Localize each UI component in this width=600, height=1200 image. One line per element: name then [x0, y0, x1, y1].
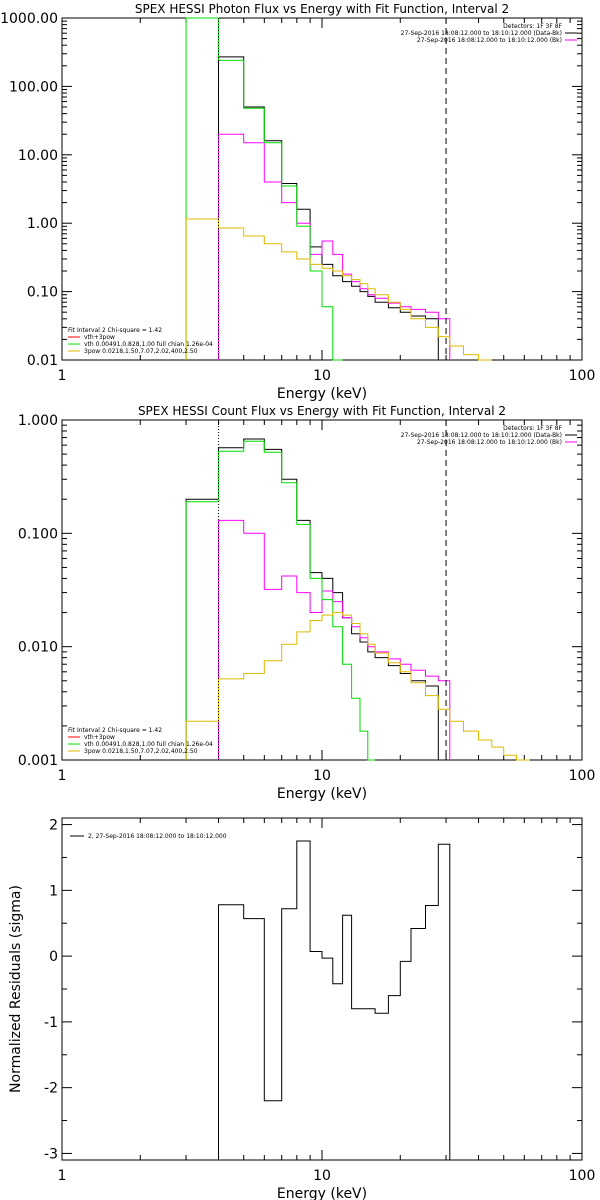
plot-frame [61, 817, 583, 1161]
y-tick-label: -3 [44, 1146, 58, 1162]
y-tick-label: 2 [49, 818, 58, 834]
chart-title: SPEX HESSI Count Flux vs Energy with Fit… [138, 404, 506, 418]
legend-entry: Detectors: 1F 3F 8F [503, 23, 562, 30]
y-tick-label: 1 [49, 883, 58, 899]
x-axis-label: Energy (keV) [277, 1186, 367, 1200]
y-tick-label: 1.000 [18, 413, 58, 429]
y-tick-label: 0.10 [27, 285, 58, 301]
legend-entry: vth 0.00491,0.828,1.00 full chian 1.26e-… [84, 341, 213, 348]
series-line [185, 438, 439, 760]
x-tick-label: 1 [58, 1168, 67, 1184]
x-tick-label: 100 [569, 368, 596, 384]
legend-entry: Fit Interval 2 Chi-square = 1.42 [68, 327, 162, 334]
x-axis-label: Energy (keV) [277, 786, 367, 802]
y-tick-label: -1 [44, 1015, 58, 1031]
y-tick-label: 0.01 [27, 353, 58, 369]
x-tick-label: 1 [58, 768, 67, 784]
x-tick-label: 10 [313, 768, 331, 784]
legend-entry: vth 0.00491,0.828,1.00 full chian 1.26e-… [84, 741, 213, 748]
legend-entry: 27-Sep-2016 18:08:12.000 to 18:10:12.000… [401, 30, 562, 37]
series-line [185, 440, 376, 761]
x-tick-label: 10 [313, 368, 331, 384]
x-tick-label: 100 [569, 1168, 596, 1184]
series-line [185, 17, 343, 361]
chart-title: SPEX HESSI Photon Flux vs Energy with Fi… [135, 2, 509, 16]
legend-entry: 3pow 0.0218,1.50,7.07,2.02,400,2.50 [84, 348, 198, 355]
series-line [218, 840, 451, 1160]
y-tick-label: 0 [49, 949, 58, 965]
y-tick-label: 1000.00 [0, 11, 58, 27]
legend-entry: 27-Sep-2016 18:08:12.000 to 18:10:12.000… [417, 37, 562, 44]
legend-entry: 3pow 0.0218,1.50,7.07,2.02,400,2.50 [84, 748, 198, 755]
y-tick-label: 0.100 [18, 526, 58, 542]
y-tick-label: -2 [44, 1081, 58, 1097]
y-tick-label: 10.00 [18, 148, 58, 164]
x-tick-label: 1 [58, 368, 67, 384]
y-tick-label: 100.00 [9, 79, 58, 95]
y-tick-label: 0.010 [18, 640, 58, 656]
legend-entry: 2, 27-Sep-2016 18:08:12.000 to 18:10:12.… [88, 833, 227, 840]
series-line [185, 612, 530, 761]
y-tick-label: 0.001 [18, 753, 58, 769]
x-axis-label: Energy (keV) [277, 386, 367, 402]
x-tick-label: 10 [313, 1168, 331, 1184]
legend-entry: Detectors: 1F 3F 8F [503, 425, 562, 432]
y-tick-label: 1.00 [27, 216, 58, 232]
chart-panel-2: SPEX HESSI Count Flux vs Energy with Fit… [18, 404, 595, 802]
legend-entry: vth+3pow [84, 334, 115, 341]
legend-entry: 27-Sep-2016 18:08:12.000 to 18:10:12.000… [401, 432, 562, 439]
chart-panel-1: SPEX HESSI Photon Flux vs Energy with Fi… [0, 2, 595, 402]
legend-entry: vth+3pow [84, 734, 115, 741]
plot-frame [61, 17, 583, 361]
legend-entry: Fit Interval 2 Chi-square = 1.42 [68, 727, 162, 734]
chart-panel-3: 1 10 100 Energy (keV) -3 -2 -1 0 1 2 Normalized Re… [8, 817, 596, 1200]
series-line [185, 218, 492, 361]
series-line [218, 56, 439, 360]
legend-entry: 27-Sep-2016 18:08:12.000 to 18:10:12.000… [417, 439, 562, 446]
series-line [218, 519, 451, 760]
y-axis-label: Normalized Residuals (sigma) [8, 885, 24, 1093]
series-line [218, 133, 451, 360]
x-tick-label: 100 [569, 768, 596, 784]
